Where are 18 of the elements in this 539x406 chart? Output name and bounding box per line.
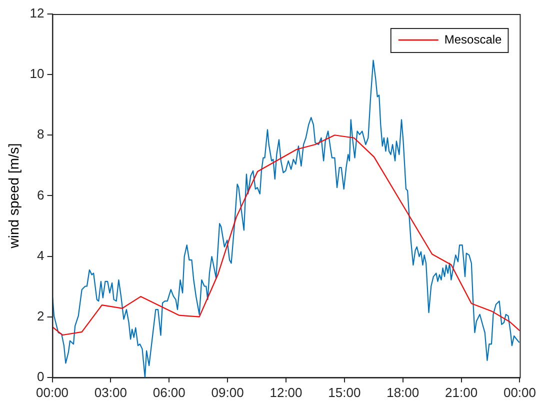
x-tick-label: 06:00 xyxy=(152,384,186,400)
x-tick-label: 03:00 xyxy=(94,384,127,400)
x-tick-label: 09:00 xyxy=(211,384,244,400)
x-tick-label: 12:00 xyxy=(270,384,302,400)
x-tick-label: 00:00 xyxy=(36,384,69,400)
y-tick-label: 12 xyxy=(30,6,44,21)
y-tick-label: 0 xyxy=(37,368,44,384)
y-tick-label: 2 xyxy=(37,308,44,324)
y-axis-title: wind speed [m/s] xyxy=(5,143,22,250)
x-tick-label: 15:00 xyxy=(328,384,361,400)
y-tick-label: 8 xyxy=(37,126,44,142)
y-tick-label: 4 xyxy=(37,248,44,263)
x-tick-label: 00:00 xyxy=(503,384,536,400)
x-tick-label: 21:00 xyxy=(445,384,478,400)
y-tick-label: 10 xyxy=(30,66,44,82)
legend-label: Mesoscale xyxy=(444,32,502,46)
x-tick-label: 18:00 xyxy=(386,384,420,400)
y-tick-label: 6 xyxy=(37,187,44,202)
